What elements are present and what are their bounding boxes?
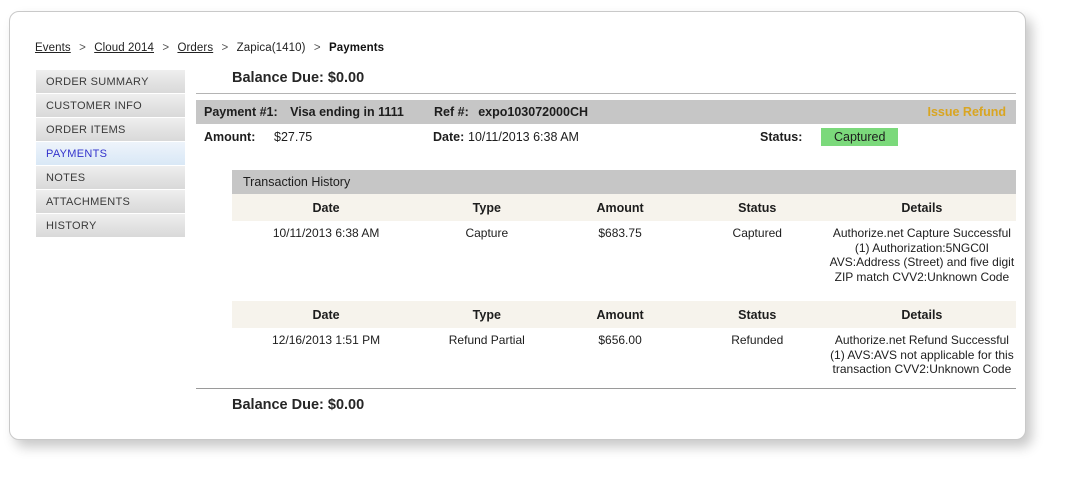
status-badge: Captured <box>821 128 899 146</box>
date-value: 10/11/2013 6:38 AM <box>468 130 579 144</box>
breadcrumb-item-zapica[interactable]: Zapica(1410) <box>236 42 306 54</box>
sidebar-item-order-items[interactable]: ORDER ITEMS <box>36 118 185 142</box>
column-header-type: Type <box>420 194 554 221</box>
column-header-type: Type <box>420 301 554 328</box>
sidebar-item-order-summary[interactable]: ORDER SUMMARY <box>36 70 185 94</box>
payment-ref-value: expo103072000CH <box>478 105 589 119</box>
breadcrumb-item-payments: Payments <box>329 42 385 54</box>
order-page-card: Events > Cloud 2014 > Orders > Zapica(14… <box>9 11 1026 440</box>
breadcrumb-item-orders[interactable]: Orders <box>177 42 214 54</box>
date-label: Date: <box>433 130 465 144</box>
column-header-details: Details <box>827 301 1016 328</box>
transaction-history-section: Transaction History Date Type Amount Sta… <box>232 170 1016 378</box>
cell-date: 12/16/2013 1:51 PM <box>272 333 381 347</box>
payment-ref-label: Ref #: <box>434 105 469 119</box>
balance-bottom-divider <box>196 387 1016 389</box>
sidebar-nav: ORDER SUMMARY CUSTOMER INFO ORDER ITEMS … <box>36 70 185 238</box>
sidebar-item-customer-info[interactable]: CUSTOMER INFO <box>36 94 185 118</box>
cell-amount: $683.75 <box>598 226 642 240</box>
breadcrumb-separator: > <box>162 42 170 54</box>
column-header-status: Status <box>686 301 828 328</box>
payment-header-bar: Payment #1: Visa ending in 1111 Ref #: e… <box>196 100 1016 124</box>
column-header-amount: Amount <box>553 301 687 328</box>
table-row: 12/16/2013 1:51 PM Refund Partial $656.0… <box>232 328 1016 378</box>
sidebar-item-history[interactable]: HISTORY <box>36 214 185 238</box>
column-header-date: Date <box>232 301 421 328</box>
sidebar-item-payments[interactable]: PAYMENTS <box>36 142 185 166</box>
status-label: Status: <box>760 130 803 144</box>
cell-details: Authorize.net Capture Successful (1) Aut… <box>829 226 1015 284</box>
cell-details: Authorize.net Refund Successful (1) AVS:… <box>830 333 1014 376</box>
breadcrumb-separator: > <box>313 42 321 54</box>
cell-status: Captured <box>732 226 782 240</box>
cell-amount: $656.00 <box>598 333 642 347</box>
balance-due-bottom-area: Balance Due: $0.00 <box>196 387 1016 415</box>
sidebar-item-attachments[interactable]: ATTACHMENTS <box>36 190 185 214</box>
payment-number-label: Payment #1: <box>204 105 278 119</box>
payment-detail-row: Amount: $27.75 Date: 10/11/2013 6:38 AM … <box>196 124 1016 150</box>
column-header-amount: Amount <box>553 194 687 221</box>
cell-type: Capture <box>465 226 509 240</box>
balance-top-divider <box>196 93 1016 94</box>
payment-card-value: Visa ending in 1111 <box>290 105 404 119</box>
table-header-row: Date Type Amount Status Details <box>232 301 1016 328</box>
table-block-spacer <box>232 285 1016 301</box>
column-header-date: Date <box>232 194 421 221</box>
transaction-history-title: Transaction History <box>232 170 1016 194</box>
issue-refund-link[interactable]: Issue Refund <box>927 105 1007 119</box>
breadcrumb: Events > Cloud 2014 > Orders > Zapica(14… <box>35 42 384 54</box>
breadcrumb-item-cloud-2014[interactable]: Cloud 2014 <box>94 42 155 54</box>
cell-type: Refund Partial <box>448 333 525 347</box>
payment-ref-group: Ref #: expo103072000CH <box>434 100 588 124</box>
column-header-details: Details <box>827 194 1016 221</box>
amount-value: $27.75 <box>274 130 313 144</box>
cell-date: 10/11/2013 6:38 AM <box>272 226 380 240</box>
table-row: 10/11/2013 6:38 AM Capture $683.75 Captu… <box>232 221 1016 285</box>
cell-status: Refunded <box>731 333 784 347</box>
table-header-row: Date Type Amount Status Details <box>232 194 1016 221</box>
column-header-status: Status <box>686 194 828 221</box>
transaction-table-1: Date Type Amount Status Details 10/11/20… <box>232 194 1016 285</box>
breadcrumb-separator: > <box>79 42 86 54</box>
payments-panel: Balance Due: $0.00 Payment #1: Visa endi… <box>196 68 1016 415</box>
breadcrumb-item-events[interactable]: Events <box>35 42 71 54</box>
breadcrumb-separator: > <box>221 42 229 54</box>
balance-due-top: Balance Due: $0.00 <box>232 70 365 86</box>
sidebar-item-notes[interactable]: NOTES <box>36 166 185 190</box>
balance-due-bottom: Balance Due: $0.00 <box>232 396 365 413</box>
amount-label: Amount: <box>204 130 256 144</box>
transaction-table-2: Date Type Amount Status Details 12/16/20… <box>232 301 1016 378</box>
